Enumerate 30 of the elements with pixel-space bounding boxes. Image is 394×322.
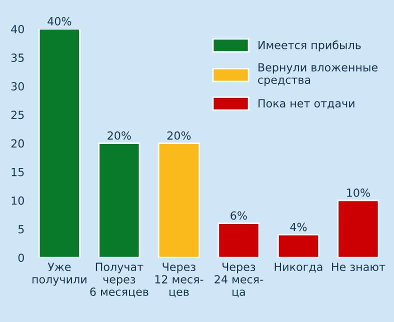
data-label: 6%	[230, 211, 247, 220]
y-tick-label: 5	[18, 225, 24, 234]
x-tick-label: Уже получили	[32, 262, 86, 286]
legend-label: Пока нет отдачи	[258, 99, 354, 109]
x-tick-label: Через 24 меся- ца	[214, 262, 263, 298]
bar	[98, 142, 140, 258]
y-tick-label: 35	[11, 54, 24, 62]
x-tick-label: Получат через 6 месяцев	[90, 262, 148, 298]
bar	[337, 200, 380, 258]
x-tick-label: Через 12 меся- цев	[155, 262, 204, 298]
data-label: 4%	[290, 222, 307, 232]
bar	[158, 142, 200, 258]
x-tick-label: Никогда	[274, 262, 322, 272]
bar	[218, 222, 260, 258]
y-tick-label: 10	[12, 196, 24, 205]
data-label: 20%	[108, 131, 131, 140]
data-label: 20%	[167, 131, 191, 140]
y-tick-label: 15	[12, 168, 24, 176]
legend-label: Вернули вложенные средства	[258, 63, 378, 86]
data-label: 10%	[347, 188, 370, 197]
bar	[277, 234, 320, 258]
bar	[38, 28, 80, 258]
data-label: 40%	[48, 17, 72, 26]
x-tick-label: Не знают	[332, 262, 386, 272]
y-tick-label: 25	[11, 110, 24, 120]
y-tick-label: 30	[11, 82, 24, 91]
y-tick-label: 20	[11, 139, 24, 148]
y-tick-label: 0	[18, 254, 24, 262]
legend-label: Имеется прибыль	[258, 40, 361, 52]
y-tick-label: 40	[11, 24, 24, 34]
